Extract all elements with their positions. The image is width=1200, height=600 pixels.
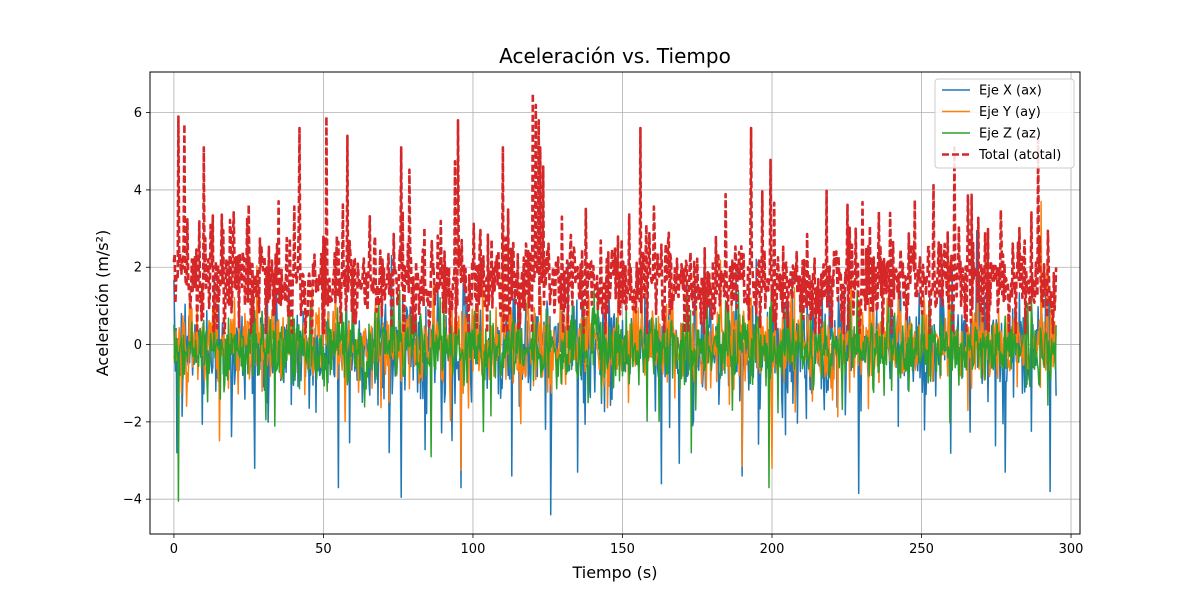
series-line-3 xyxy=(173,289,1057,502)
chart-title: Aceleración vs. Tiempo xyxy=(499,44,731,68)
x-tick-label: 200 xyxy=(760,542,785,557)
plot-area: 0 50 100 150 200 250 300 −4 −2 0 2 4 6 xyxy=(123,71,1084,557)
y-tick-label: 6 xyxy=(134,106,142,121)
plot-frame xyxy=(149,71,1081,535)
legend-label: Eje Y (ay) xyxy=(979,105,1041,120)
legend: Eje X (ax) Eje Y (ay) Eje Z (az) Total (ato… xyxy=(934,78,1075,169)
legend-items: Eje X (ax) Eje Y (ay) Eje Z (az) Total (ato… xyxy=(942,84,1061,163)
x-axis: 0 50 100 150 200 250 300 xyxy=(170,534,1084,557)
x-tick-label: 50 xyxy=(315,542,332,557)
legend-label: Eje Z (az) xyxy=(979,127,1041,142)
y-axis: −4 −2 0 2 4 6 xyxy=(123,106,150,508)
x-tick-label: 100 xyxy=(461,542,486,557)
y-axis-label: Aceleración (m/s²) xyxy=(93,230,112,376)
x-tick-label: 250 xyxy=(909,542,934,557)
y-tick-label: −4 xyxy=(123,493,142,508)
y-tick-label: −2 xyxy=(123,415,142,430)
y-tick-label: 0 xyxy=(134,338,142,353)
series-line-2 xyxy=(173,200,1057,471)
x-tick-label: 300 xyxy=(1059,542,1084,557)
x-tick-label: 150 xyxy=(610,542,635,557)
series-line-4 xyxy=(172,92,1058,335)
legend-box xyxy=(934,78,1075,169)
y-tick-label: 4 xyxy=(134,183,142,198)
x-tick-label: 0 xyxy=(170,542,178,557)
y-tick-label: 2 xyxy=(134,261,142,276)
legend-label: Eje X (ax) xyxy=(979,84,1042,99)
series-group xyxy=(172,92,1058,516)
legend-label: Total (atotal) xyxy=(978,148,1061,163)
x-axis-label: Tiempo (s) xyxy=(571,563,657,582)
